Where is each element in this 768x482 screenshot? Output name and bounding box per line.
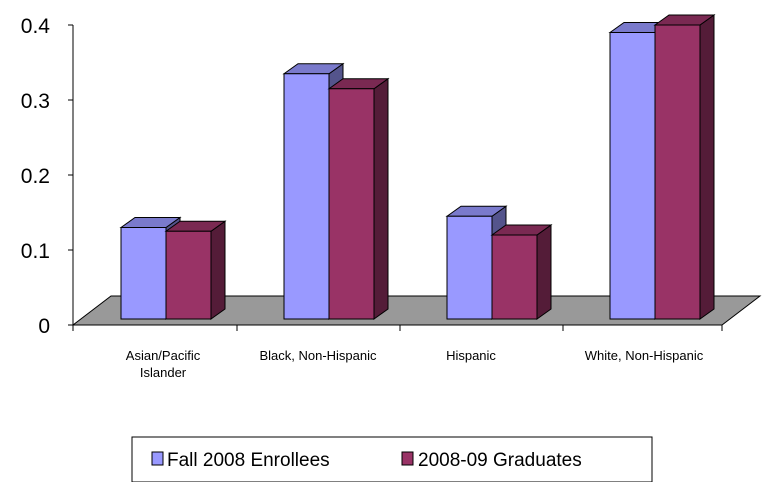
bar-front-face: [120, 227, 167, 320]
legend-label: 2008-09 Graduates: [418, 450, 582, 471]
x-category-label: White, Non-Hispanic: [585, 348, 704, 363]
legend-label: Fall 2008 Enrollees: [167, 450, 330, 471]
y-tick-label: 0.2: [21, 165, 50, 188]
y-tick-label: 0.4: [21, 15, 51, 38]
bar-front-face: [328, 88, 375, 320]
legend-swatch: [401, 451, 414, 466]
x-category-label: Black, Non-Hispanic: [259, 348, 377, 363]
bar-side-face: [210, 220, 226, 320]
bar-side-face: [699, 14, 715, 320]
bar: [164, 220, 227, 320]
bar: [327, 77, 390, 320]
bar: [490, 224, 553, 320]
bar-front-face: [165, 230, 212, 320]
x-category-label: Asian/Pacific: [126, 348, 201, 363]
x-category-label: Hispanic: [446, 348, 496, 363]
bar-front-face: [283, 73, 330, 320]
bar-front-face: [609, 32, 656, 320]
y-tick-label: 0.3: [21, 90, 50, 113]
x-category-label: Islander: [140, 365, 187, 380]
chart-floor: [71, 295, 762, 326]
bar-front-face: [491, 234, 538, 320]
bar-front-face: [446, 215, 493, 320]
bar-side-face: [373, 77, 389, 320]
bar-side-face: [536, 224, 552, 320]
y-tick-label: 0.1: [21, 240, 50, 263]
legend-swatch: [151, 451, 164, 466]
bar-front-face: [654, 24, 701, 320]
y-tick-label: 0: [38, 315, 50, 338]
bar: [653, 14, 716, 320]
legend-box: [131, 436, 653, 482]
